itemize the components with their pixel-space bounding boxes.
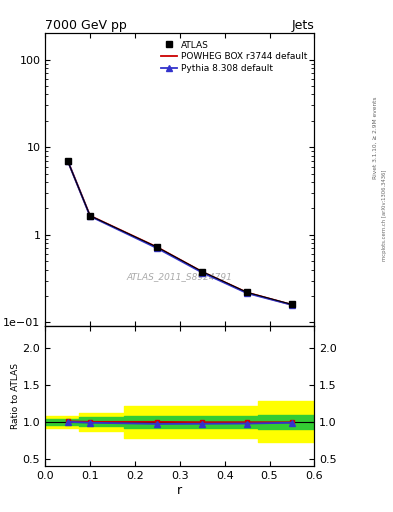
Text: 7000 GeV pp: 7000 GeV pp bbox=[45, 19, 127, 32]
Text: Jets: Jets bbox=[292, 19, 314, 32]
Y-axis label: Ratio to ATLAS: Ratio to ATLAS bbox=[11, 363, 20, 429]
Legend: ATLAS, POWHEG BOX r3744 default, Pythia 8.308 default: ATLAS, POWHEG BOX r3744 default, Pythia … bbox=[158, 38, 310, 76]
X-axis label: r: r bbox=[177, 483, 182, 497]
Text: Rivet 3.1.10, ≥ 2.9M events: Rivet 3.1.10, ≥ 2.9M events bbox=[373, 97, 378, 180]
Text: ATLAS_2011_S8924791: ATLAS_2011_S8924791 bbox=[127, 272, 233, 281]
Text: mcplots.cern.ch [arXiv:1306.3436]: mcplots.cern.ch [arXiv:1306.3436] bbox=[382, 169, 387, 261]
